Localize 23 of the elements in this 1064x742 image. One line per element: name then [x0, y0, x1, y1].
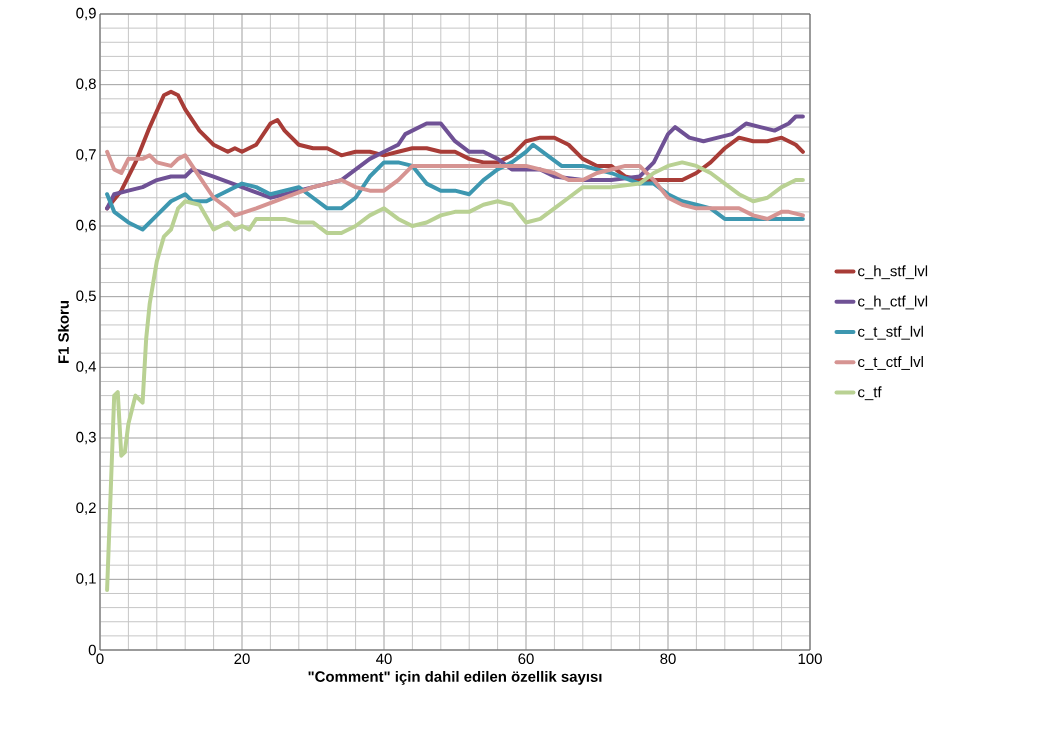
y-tick-label: 0,2 [76, 502, 96, 515]
y-tick-label: 0,9 [76, 7, 96, 21]
y-axis-title: F1 Skoru [57, 301, 69, 363]
legend-label: c_t_ctf_lvl [858, 356, 923, 370]
y-tick-label: 0,4 [76, 361, 97, 374]
y-tick-label: 0,5 [76, 290, 96, 303]
x-tick-label: 40 [376, 653, 392, 665]
x-axis-title: "Comment" için dahil edilen özellik sayısı [308, 670, 602, 685]
legend-label: c_t_stf_lvl [858, 325, 923, 340]
y-tick-label: 0,8 [76, 78, 96, 91]
legend-label: c_tf [858, 386, 882, 401]
x-tick-label: 0 [96, 653, 104, 665]
y-tick-label: 0,6 [76, 219, 96, 233]
legend-label: c_h_stf_lvl [858, 265, 928, 280]
x-tick-label: 100 [798, 653, 822, 665]
legend-label: c_h_ctf_lvl [858, 295, 928, 310]
y-tick-label: 0 [88, 644, 96, 656]
x-tick-label: 20 [234, 653, 250, 665]
x-tick-label: 80 [660, 653, 676, 665]
y-tick-label: 0,3 [76, 431, 96, 445]
y-tick-label: 0,1 [76, 573, 96, 586]
x-tick-label: 60 [518, 653, 534, 665]
y-tick-label: 0,7 [76, 149, 96, 162]
